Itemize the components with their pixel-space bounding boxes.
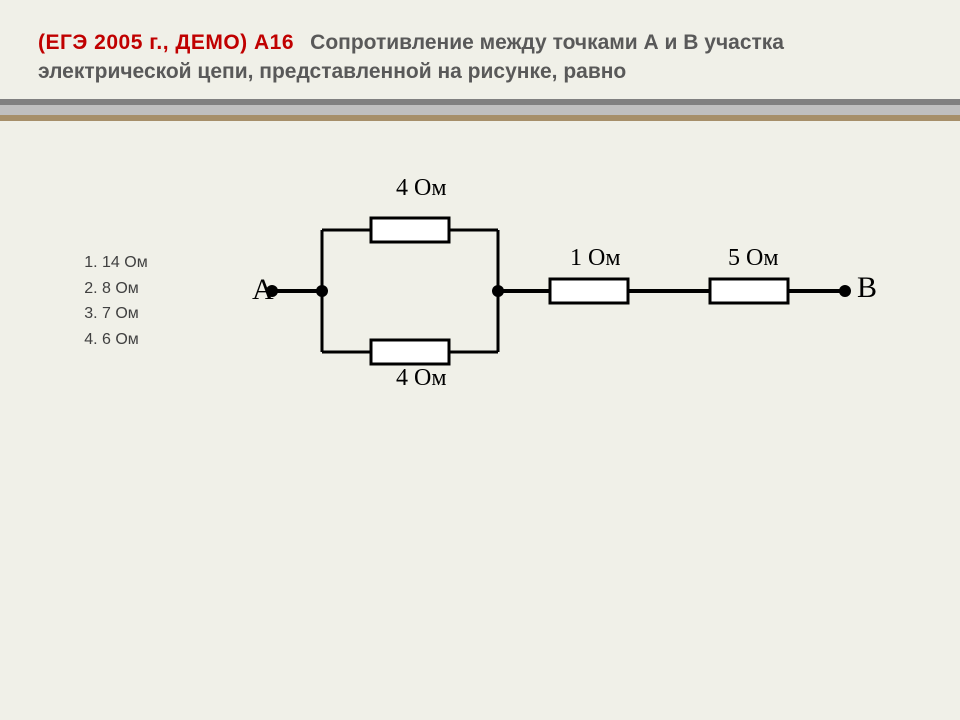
terminal-a-label: A — [252, 273, 274, 307]
resistor-label-top: 4 Ом — [396, 175, 447, 202]
resistor-label-bottom: 4 Ом — [396, 365, 447, 392]
title-text — [298, 31, 310, 54]
answer-item: 14 Ом — [102, 250, 148, 276]
answer-ol: 14 Ом 8 Ом 7 Ом 6 Ом — [80, 250, 148, 352]
title-area: (ЕГЭ 2005 г., ДЕМО) А16 Сопротивление ме… — [0, 0, 960, 87]
answer-item: 8 Ом — [102, 276, 148, 302]
circuit-diagram: A B 4 Ом 4 Ом 1 Ом 5 Ом — [250, 165, 890, 395]
answer-item: 6 Ом — [102, 327, 148, 353]
divider-mid — [0, 105, 960, 115]
answer-list: 14 Ом 8 Ом 7 Ом 6 Ом — [80, 250, 148, 352]
terminal-b-label: B — [857, 271, 877, 305]
resistor-label-r1: 1 Ом — [570, 245, 621, 272]
title-block: (ЕГЭ 2005 г., ДЕМО) А16 Сопротивление ме… — [38, 28, 922, 87]
title-prefix: (ЕГЭ 2005 г., ДЕМО) А16 — [38, 31, 294, 54]
slide: (ЕГЭ 2005 г., ДЕМО) А16 Сопротивление ме… — [0, 0, 960, 720]
divider — [0, 99, 960, 121]
circuit-svg — [250, 165, 890, 395]
answer-item: 7 Ом — [102, 301, 148, 327]
resistor-label-r2: 5 Ом — [728, 245, 779, 272]
divider-bot — [0, 115, 960, 121]
